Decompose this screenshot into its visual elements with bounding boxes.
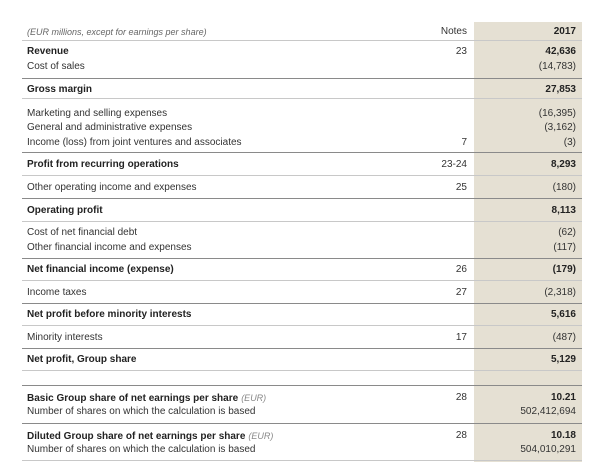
row-value: (117) — [553, 242, 576, 253]
year-column-shade — [474, 22, 582, 462]
row-separator — [22, 460, 582, 461]
row-label: Gross margin — [27, 84, 93, 95]
row-label: Income (loss) from joint ventures and as… — [27, 137, 242, 148]
row-separator — [22, 325, 582, 326]
row-separator — [22, 385, 582, 386]
row-separator — [22, 423, 582, 424]
row-separator — [22, 280, 582, 281]
row-separator — [22, 348, 582, 349]
row-note: 7 — [461, 137, 467, 148]
row-value: (487) — [552, 332, 576, 343]
row-value: 8,113 — [551, 205, 576, 216]
row-value: (179) — [552, 264, 576, 275]
row-label: Number of shares on which the calculatio… — [27, 444, 256, 455]
row-label: Operating profit — [27, 205, 103, 216]
row-note: 28 — [455, 430, 467, 441]
row-separator — [22, 175, 582, 176]
row-note: 25 — [455, 182, 467, 193]
row-label: Profit from recurring operations — [27, 159, 179, 170]
row-value: 10.18 — [550, 430, 576, 441]
unit: (EUR) — [241, 393, 267, 403]
row-value: (180) — [552, 182, 576, 193]
row-separator — [22, 370, 582, 371]
row-separator — [22, 303, 582, 304]
row-label: Marketing and selling expenses — [27, 108, 168, 119]
row-value: 8,293 — [550, 159, 576, 170]
caption: (EUR millions, except for earnings per s… — [27, 27, 207, 37]
row-note: 23 — [455, 46, 467, 57]
row-label: Other financial income and expenses — [27, 242, 192, 253]
row-value: (62) — [558, 227, 576, 238]
row-note: 26 — [455, 264, 467, 275]
row-value: 10.21 — [550, 392, 576, 403]
row-label: Net profit before minority interests — [27, 309, 192, 320]
row-label: Cost of net financial debt — [27, 227, 138, 238]
row-separator — [22, 40, 582, 41]
row-label: Revenue — [27, 46, 69, 57]
row-separator — [22, 152, 582, 153]
row-separator — [22, 258, 582, 259]
row-label: Net profit, Group share — [27, 354, 137, 365]
notes-header: Notes — [440, 26, 467, 37]
row-note: 27 — [455, 287, 467, 298]
unit: (EUR) — [248, 431, 274, 441]
row-label: Income taxes — [27, 287, 87, 298]
row-separator — [22, 221, 582, 222]
row-label: Net financial income (expense) — [27, 264, 174, 275]
row-note: 23-24 — [441, 159, 467, 170]
row-value: 5,129 — [550, 354, 576, 365]
row-value: (3) — [563, 137, 576, 148]
row-label: General and administrative expenses — [27, 122, 193, 133]
row-label: Other operating income and expenses — [27, 182, 197, 193]
row-note: 28 — [455, 392, 467, 403]
row-separator — [22, 98, 582, 99]
row-value: (16,395) — [538, 108, 576, 119]
row-separator — [22, 198, 582, 199]
row-value: 504,010,291 — [520, 444, 576, 455]
row-label: Cost of sales — [27, 61, 85, 72]
row-note: 17 — [455, 332, 467, 343]
row-label: Diluted Group share of net earnings per … — [27, 431, 274, 442]
row-label: Minority interests — [27, 332, 103, 343]
row-separator — [22, 78, 582, 79]
row-value: (14,783) — [538, 61, 576, 72]
row-label: Number of shares on which the calculatio… — [27, 406, 256, 417]
row-value: (2,318) — [544, 287, 576, 298]
year-header: 2017 — [553, 26, 576, 37]
row-value: 502,412,694 — [520, 406, 576, 417]
row-value: (3,162) — [544, 122, 576, 133]
row-value: 27,853 — [545, 84, 576, 95]
row-label: Basic Group share of net earnings per sh… — [27, 393, 267, 404]
row-value: 42,636 — [545, 46, 576, 57]
row-value: 5,616 — [550, 309, 576, 320]
